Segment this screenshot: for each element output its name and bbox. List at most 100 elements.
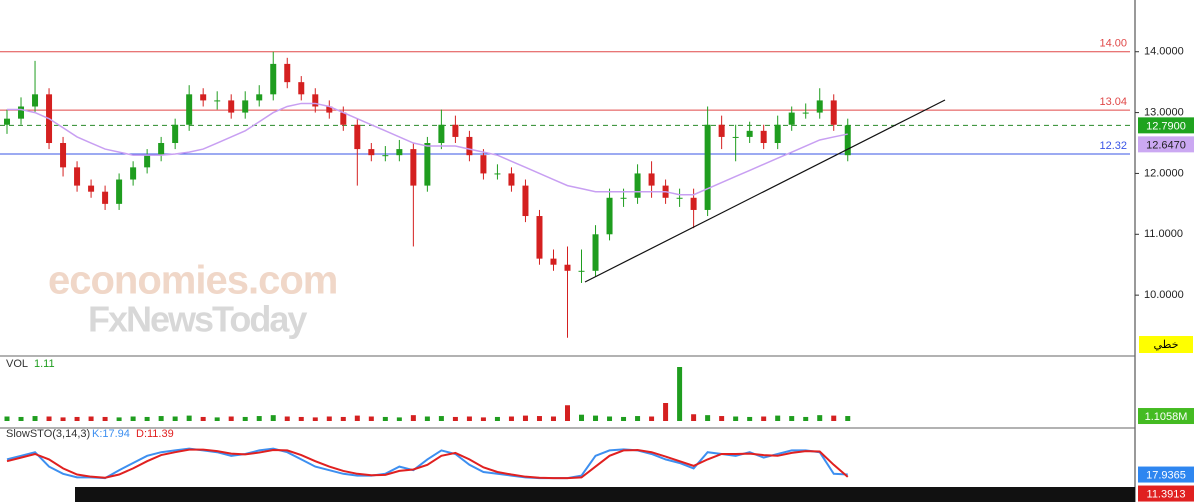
watermark: FxNewsToday [88,299,307,340]
volume-bar [18,416,24,421]
candle-body [144,155,151,168]
volume-bar [438,416,444,421]
time-axis [75,487,1135,502]
candle-body [746,130,753,137]
candle-body [130,167,137,180]
candle-body [172,124,179,144]
candle-body [326,106,333,113]
candle-body [480,155,487,174]
volume-bar [382,416,388,421]
candle-body [18,106,25,119]
volume-bar [158,416,164,421]
candle-body [4,118,11,125]
panel-value: 1.11 [34,358,55,370]
volume-bar [200,416,206,421]
candle-body [550,258,557,265]
candle-body [830,100,837,125]
value-badge [1138,485,1194,502]
volume-bar [733,416,739,421]
volume-bar [803,416,809,421]
volume-bar [242,416,248,421]
volume-bar [649,416,655,421]
candle-body [382,155,389,157]
candle-body [88,185,95,192]
trendline [584,99,946,283]
volume-bar [635,416,641,421]
volume-bar [116,417,122,421]
volume-bar [663,403,669,421]
volume-bar [88,416,94,421]
candle-body [774,124,781,144]
volume-bar [747,416,753,421]
candle-body [760,130,767,144]
candle-body [802,112,809,114]
candle-body [284,63,291,83]
volume-bar [102,416,108,421]
candle-body [578,270,585,272]
candle-body [564,264,571,271]
volume-bar [817,415,823,421]
volume-bar [550,416,556,421]
panel-title: SlowSTO(3,14,3) [6,428,90,440]
watermark: economies.com [48,259,337,303]
candle-body [32,94,39,107]
legend-entry: K:17.94 [92,428,130,440]
y-tick-label: 13.0000 [1144,106,1184,118]
volume-bar [284,416,290,421]
volume-bar [466,416,472,421]
volume-bar [536,416,542,421]
volume-bar [326,416,332,421]
volume-bar [270,415,276,421]
candle-body [186,94,193,125]
y-tick-label: 12.0000 [1144,167,1184,179]
candle-body [228,100,235,113]
volume-bar [508,416,514,421]
candle-body [844,125,851,156]
candle-body [452,124,459,137]
volume-bar [719,416,725,421]
candle-body [60,143,67,168]
value-badge [1138,117,1194,134]
volume-bar [705,415,711,421]
candle-body [396,149,403,156]
volume-bar [312,417,318,421]
volume-bar [593,415,599,421]
candle-body [536,216,543,259]
value-badge [1138,466,1194,483]
volume-bar [256,416,262,421]
volume-bar [761,416,767,421]
value-badge-label: 1.1058M [1145,411,1188,423]
candle-body [368,149,375,156]
volume-bar [691,414,697,421]
candle-body [690,197,697,210]
y-tick-label: 11.0000 [1144,228,1183,240]
volume-bar [228,416,234,421]
mode-button[interactable] [1139,336,1193,353]
candle-body [718,124,725,137]
candle-body [788,112,795,125]
candle-body [102,191,109,204]
y-tick-label: 10.0000 [1144,289,1184,301]
volume-bar [677,367,683,421]
candle-body [200,94,207,101]
panel-title: VOL [6,358,28,370]
volume-bar [186,415,192,421]
volume-bar [4,416,10,421]
volume-bar [298,416,304,421]
volume-bar [172,416,178,421]
candle-body [242,100,249,113]
candle-body [606,197,613,235]
candle-body [424,143,431,186]
candle-body [704,124,711,210]
candle-body [256,94,263,101]
volume-bar [522,415,528,421]
oscillator-line [6,448,849,480]
candle-body [620,197,627,199]
candle-body [592,234,599,271]
value-badge-label: 12.6470 [1146,139,1186,151]
mode-button-label: خطي [1154,339,1179,351]
candle-body [74,167,81,186]
candle-body [676,197,683,199]
candle-body [466,136,473,156]
